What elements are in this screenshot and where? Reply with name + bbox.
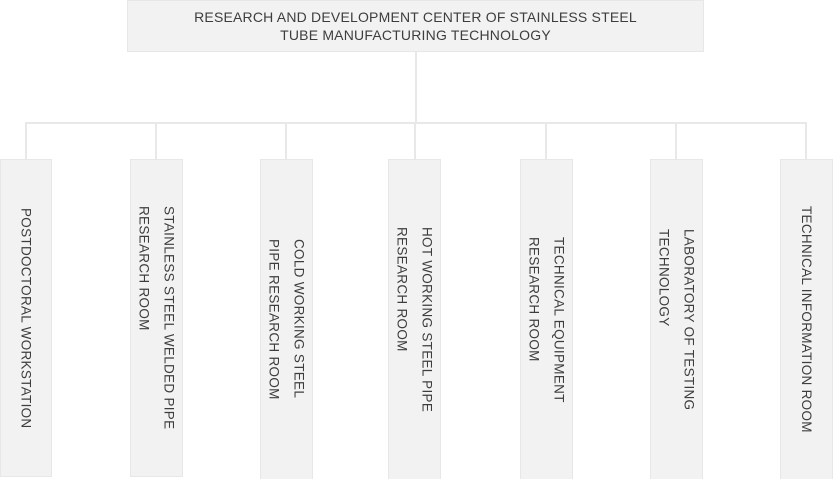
- dept-label-line: LABORATORY OF TESTING: [681, 228, 697, 411]
- dept-box-laboratory-of-testing-technology: LABORATORY OF TESTING TECHNOLOGY: [650, 159, 703, 479]
- dept-label-line: STAINLESS STEEL WELDED PIPE: [161, 206, 177, 430]
- dept-label-line: RESEARCH ROOM: [136, 206, 152, 331]
- dept-label: LABORATORY OF TESTING TECHNOLOGY: [652, 229, 702, 410]
- dept-label-line: HOT WORKING STEEL PIPE: [419, 226, 435, 413]
- connector-drop-hot-working-pipe: [414, 122, 416, 160]
- connector-root-stem: [415, 52, 417, 122]
- dept-label-line: TECHNOLOGY: [656, 228, 672, 327]
- dept-label: TECHNICAL INFORMATION ROOM: [794, 206, 819, 433]
- connector-drop-laboratory-testing: [675, 122, 677, 160]
- root-title-line-2: TUBE MANUFACTURING TECHNOLOGY: [280, 27, 551, 43]
- dept-label: TECHNICAL EQUIPMENT RESEARCH ROOM: [522, 237, 572, 403]
- dept-box-technical-information-room: TECHNICAL INFORMATION ROOM: [780, 159, 833, 479]
- connector-drop-postdoctoral: [25, 122, 27, 160]
- connector-horizontal-rail: [25, 122, 807, 124]
- connector-drop-cold-working-pipe: [285, 122, 287, 160]
- dept-label: STAINLESS STEEL WELDED PIPE RESEARCH ROO…: [132, 206, 182, 429]
- dept-label-line: PIPE RESEARCH ROOM: [266, 239, 282, 400]
- connector-drop-technical-equipment: [545, 122, 547, 160]
- dept-label-line: COLD WORKING STEEL: [291, 239, 307, 399]
- dept-box-cold-working-steel-pipe-room: COLD WORKING STEEL PIPE RESEARCH ROOM: [260, 159, 313, 479]
- dept-label-line: RESEARCH ROOM: [526, 236, 542, 362]
- dept-label: HOT WORKING STEEL PIPE RESEARCH ROOM: [390, 227, 440, 412]
- dept-box-hot-working-steel-pipe-room: HOT WORKING STEEL PIPE RESEARCH ROOM: [388, 159, 441, 479]
- root-box-title: RESEARCH AND DEVELOPMENT CENTER OF STAIN…: [127, 0, 704, 52]
- dept-label-line: RESEARCH ROOM: [394, 226, 410, 352]
- dept-label: COLD WORKING STEEL PIPE RESEARCH ROOM: [262, 239, 312, 400]
- root-title-line-1: RESEARCH AND DEVELOPMENT CENTER OF STAIN…: [194, 8, 637, 25]
- dept-label-line: TECHNICAL EQUIPMENT: [551, 236, 567, 403]
- dept-box-stainless-steel-welded-pipe-room: STAINLESS STEEL WELDED PIPE RESEARCH ROO…: [130, 159, 183, 477]
- dept-label-line: POSTDOCTORAL WORKSTATION: [18, 207, 34, 429]
- connector-drop-stainless-welded-pipe: [155, 122, 157, 160]
- dept-label: POSTDOCTORAL WORKSTATION: [14, 208, 39, 428]
- dept-label-line: TECHNICAL INFORMATION ROOM: [799, 206, 814, 433]
- connector-drop-technical-information: [805, 122, 807, 160]
- dept-box-technical-equipment-room: TECHNICAL EQUIPMENT RESEARCH ROOM: [520, 159, 573, 479]
- dept-box-postdoctoral-workstation: POSTDOCTORAL WORKSTATION: [0, 159, 52, 477]
